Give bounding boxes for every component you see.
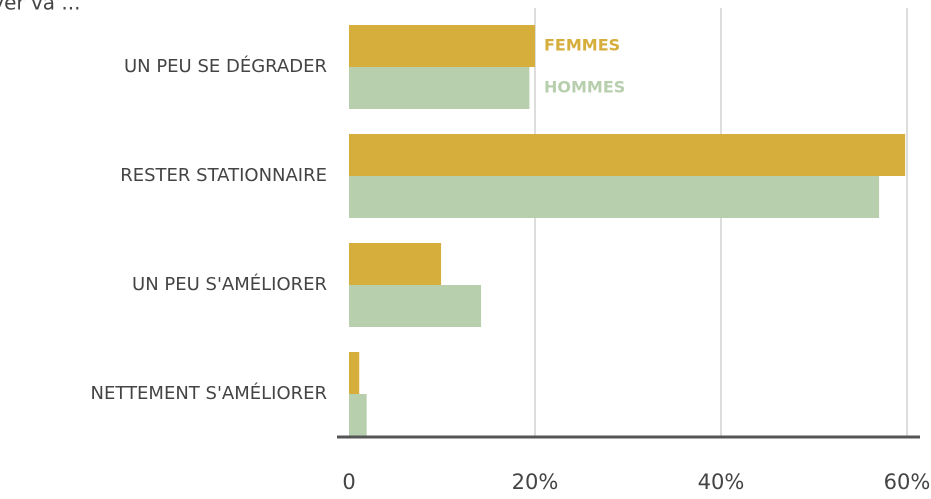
bar	[349, 243, 442, 285]
x-tick-label: 60%	[884, 470, 931, 494]
bar	[349, 394, 367, 436]
bar	[349, 134, 906, 176]
y-tick-label: UN PEU SE DÉGRADER	[124, 55, 327, 77]
x-tick-label: 40%	[698, 470, 745, 494]
y-tick-label: UN PEU S'AMÉLIORER	[132, 273, 327, 295]
legend-label: HOMMES	[544, 78, 625, 97]
bar	[349, 67, 530, 109]
bar	[349, 285, 482, 327]
chart-title: oyer va ...	[0, 0, 80, 15]
bar	[349, 352, 360, 394]
y-tick-label: NETTEMENT S'AMÉLIORER	[91, 382, 327, 404]
y-tick-label: RESTER STATIONNAIRE	[120, 165, 327, 186]
bar	[349, 176, 880, 218]
x-tick-label: 20%	[512, 470, 559, 494]
legend-label: FEMMES	[544, 36, 620, 55]
x-tick-label: 0	[342, 470, 355, 494]
bar	[349, 25, 535, 67]
